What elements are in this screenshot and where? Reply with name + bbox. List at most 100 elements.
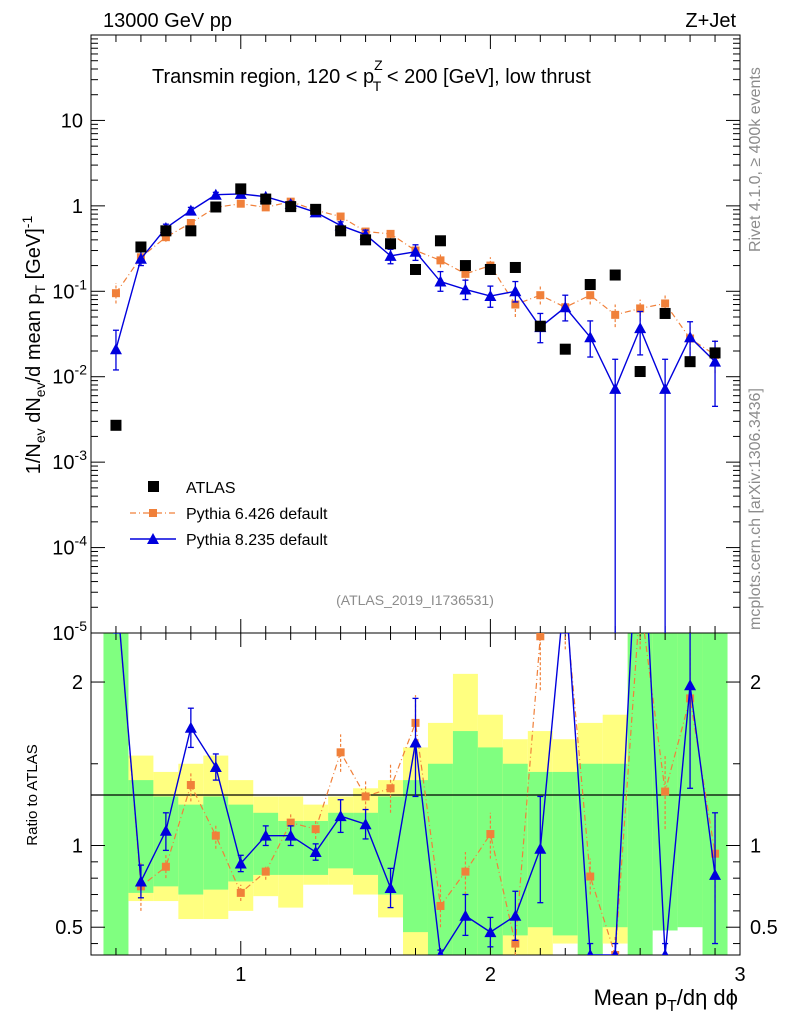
atlas-point — [135, 241, 147, 253]
py8-point — [109, 343, 122, 355]
ratio-py6-point — [311, 825, 320, 834]
atlas-point — [385, 238, 397, 250]
ratio-y-tick-label-right: 0.5 — [750, 917, 778, 939]
ratio-py8-point — [409, 736, 422, 748]
ratio-py8-point — [384, 881, 397, 893]
atlas-point — [534, 320, 546, 332]
py6-point — [511, 300, 520, 309]
main-y-axis-label-part: T — [32, 284, 48, 293]
ratio-py8-point — [334, 810, 347, 822]
ratio-py6-point — [211, 831, 220, 840]
py6-point — [586, 291, 595, 300]
py8-point — [384, 249, 397, 261]
atlas-point — [634, 366, 646, 378]
atlas-point — [410, 263, 421, 275]
atlas-point — [185, 225, 197, 237]
py6-point — [611, 310, 620, 319]
ratio-py8-point — [359, 818, 372, 830]
atlas-point — [235, 183, 247, 195]
main-y-tick-label: 10-2 — [52, 362, 87, 389]
py8-point — [134, 252, 147, 264]
main-y-tick-label: 1 — [72, 196, 83, 218]
ratio-py6-point — [361, 792, 370, 801]
ratio-py6-point — [511, 939, 520, 948]
ratio-y-tick-label-right: 1 — [750, 835, 761, 857]
main-y-axis-label-part: [GeV] — [23, 228, 45, 285]
main-y-axis-label-part: /d mean p — [23, 293, 45, 382]
py6-point — [636, 304, 645, 313]
py6-line — [115, 201, 716, 356]
ratio-band-green — [403, 780, 428, 933]
ratio-py8-point — [459, 909, 472, 921]
main-y-axis-label-part: dN — [23, 397, 45, 428]
main-y-tick-label-exp: -1 — [75, 276, 88, 292]
ratio-py6-point — [112, 580, 120, 588]
ratio-py8-point — [184, 721, 197, 733]
py6-point — [461, 269, 470, 278]
ratio-py8-point — [159, 824, 172, 836]
rivet-label: Rivet 4.1.0, ≥ 400k events — [747, 67, 764, 252]
py8-point — [484, 290, 497, 302]
py8-point — [584, 331, 597, 343]
atlas-point — [684, 356, 696, 368]
ratio-py8-point — [684, 679, 697, 691]
legend-py6-marker — [149, 509, 157, 517]
legend-py8-marker — [147, 533, 159, 544]
energy-label: 13000 GeV pp — [103, 10, 232, 32]
region-title-sub: T — [373, 78, 382, 94]
atlas-point — [609, 269, 621, 281]
mcplots-label: mcplots.cern.ch [arXiv:1306.3436] — [747, 388, 764, 630]
py8-point — [684, 331, 697, 343]
atlas-point — [110, 419, 122, 431]
atlas-point — [709, 347, 721, 359]
main-y-tick-label-exp: -3 — [75, 447, 88, 463]
py8-point — [434, 275, 447, 287]
py8-point — [709, 355, 722, 367]
main-y-tick-label: 10-5 — [52, 618, 87, 645]
main-y-tick-label: 10-1 — [52, 276, 87, 303]
py8-point — [659, 382, 672, 394]
py6-point — [336, 212, 345, 221]
ratio-py8-point — [259, 829, 272, 841]
x-tick-label: 1 — [235, 964, 246, 986]
py6-point — [261, 203, 270, 212]
py6-point — [186, 218, 195, 227]
x-axis-label: Mean pT/dη dϕ — [594, 985, 738, 1015]
ratio-y-tick-label-left: 2 — [72, 672, 83, 694]
ratio-py6-point — [486, 830, 495, 839]
atlas-point — [260, 193, 272, 205]
ratio-py6-point — [236, 888, 245, 897]
main-y-tick-label: 10-3 — [52, 447, 87, 474]
main-y-tick-label-base: 10 — [52, 538, 74, 560]
py8-line — [115, 193, 716, 391]
main-y-tick-label-base: 10 — [52, 281, 74, 303]
x-axis-label-part: T — [667, 998, 677, 1015]
x-tick-label: 3 — [734, 964, 745, 986]
atlas-point — [335, 225, 347, 237]
ratio-py8-point — [437, 949, 444, 955]
ratio-y-tick-label-left: 0.5 — [55, 917, 83, 939]
region-title-sup: Z — [374, 57, 383, 73]
py6-point — [386, 229, 395, 238]
ratio-py8-point — [586, 949, 594, 955]
ratio-py8-point — [559, 578, 571, 589]
ratio-py6-point — [461, 867, 470, 876]
py8-point — [509, 285, 522, 297]
py6-point — [161, 233, 170, 242]
legend: ATLAS Pythia 6.426 default Pythia 8.235 … — [130, 480, 328, 549]
ratio-uncertainty-bands — [103, 633, 728, 955]
ratio-py8-point — [661, 949, 669, 955]
ratio-band-green — [627, 633, 653, 955]
legend-atlas-label: ATLAS — [186, 480, 236, 497]
ratio-py8-point — [484, 926, 497, 938]
ratio-py6-point — [186, 781, 195, 790]
main-y-axis-label: 1/Nev dNev/d mean pT [GeV]-1 — [19, 216, 48, 475]
main-y-axis-label-part: ev — [32, 382, 48, 397]
atlas-point — [360, 234, 372, 246]
ratio-py8-point — [611, 949, 619, 955]
ratio-py8-point — [534, 842, 547, 854]
x-tick-label: 2 — [485, 964, 496, 986]
ratio-py6-point — [161, 862, 170, 871]
